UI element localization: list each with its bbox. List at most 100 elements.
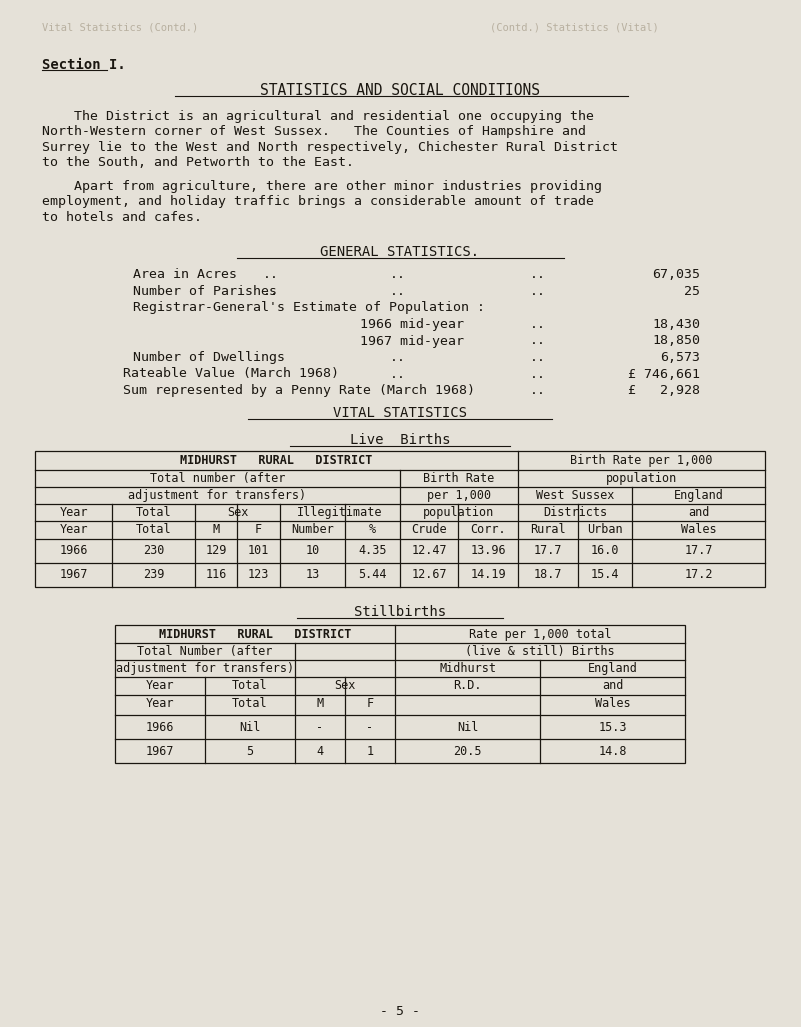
Text: employment, and holiday traffic brings a considerable amount of trade: employment, and holiday traffic brings a… (42, 195, 594, 208)
Text: 1966 mid-year: 1966 mid-year (360, 318, 464, 331)
Text: England: England (674, 489, 723, 502)
Text: 25: 25 (684, 286, 700, 298)
Text: 1967: 1967 (59, 568, 88, 581)
Text: ..: .. (530, 351, 546, 364)
Text: Stillbirths: Stillbirths (354, 605, 446, 619)
Text: Wales: Wales (681, 523, 716, 536)
Text: Number: Number (291, 523, 334, 536)
Text: VITAL STATISTICS: VITAL STATISTICS (333, 406, 467, 420)
Text: 13.96: 13.96 (470, 544, 505, 557)
Text: ..: .. (390, 368, 406, 380)
Text: - 5 -: - 5 - (380, 1005, 420, 1018)
Text: ..: .. (263, 268, 279, 281)
Text: 129: 129 (205, 544, 227, 557)
Text: 15.4: 15.4 (591, 568, 619, 581)
Text: %: % (369, 523, 376, 536)
Text: (Contd.) Statistics (Vital): (Contd.) Statistics (Vital) (490, 22, 658, 32)
Text: 116: 116 (205, 568, 227, 581)
Text: 101: 101 (248, 544, 269, 557)
Text: (live & still) Births: (live & still) Births (465, 645, 615, 658)
Text: to the South, and Petworth to the East.: to the South, and Petworth to the East. (42, 156, 354, 169)
Text: 67,035: 67,035 (652, 268, 700, 281)
Text: Surrey lie to the West and North respectively, Chichester Rural District: Surrey lie to the West and North respect… (42, 141, 618, 154)
Text: ..: .. (530, 286, 546, 298)
Text: Corr.: Corr. (470, 523, 505, 536)
Text: Year: Year (146, 697, 175, 710)
Text: England: England (588, 662, 638, 675)
Text: Sex: Sex (227, 506, 248, 519)
Text: 16.0: 16.0 (591, 544, 619, 557)
Text: 12.47: 12.47 (411, 544, 447, 557)
Text: 123: 123 (248, 568, 269, 581)
Text: MIDHURST   RURAL   DISTRICT: MIDHURST RURAL DISTRICT (159, 627, 351, 641)
Text: Year: Year (59, 523, 88, 536)
Text: 4: 4 (316, 745, 324, 758)
Text: 5: 5 (247, 745, 254, 758)
Text: ..: .. (530, 318, 546, 331)
Text: 12.67: 12.67 (411, 568, 447, 581)
Text: Total: Total (232, 679, 268, 692)
Text: Number of Parishes: Number of Parishes (133, 286, 277, 298)
Text: Year: Year (59, 506, 88, 519)
Text: Total: Total (135, 523, 171, 536)
Text: population: population (606, 472, 677, 485)
Text: 239: 239 (143, 568, 164, 581)
Text: ..: .. (530, 368, 546, 380)
Text: North-Western corner of West Sussex.   The Counties of Hampshire and: North-Western corner of West Sussex. The… (42, 125, 586, 139)
Text: to hotels and cafes.: to hotels and cafes. (42, 211, 202, 224)
Text: Nil: Nil (457, 721, 478, 734)
Text: Wales: Wales (594, 697, 630, 710)
Text: 1967: 1967 (146, 745, 175, 758)
Text: £ 746,661: £ 746,661 (628, 368, 700, 380)
Text: population: population (424, 506, 495, 519)
Text: ..: .. (530, 384, 546, 397)
Text: 1967 mid-year: 1967 mid-year (360, 335, 464, 347)
Text: £   2,928: £ 2,928 (628, 384, 700, 397)
Text: adjustment for transfers): adjustment for transfers) (116, 662, 294, 675)
Text: The District is an agricultural and residential one occupying the: The District is an agricultural and resi… (42, 110, 594, 123)
Text: Registrar-General's Estimate of Population :: Registrar-General's Estimate of Populati… (133, 302, 485, 314)
Text: Rural: Rural (530, 523, 566, 536)
Text: Area in Acres: Area in Acres (133, 268, 237, 281)
Text: F: F (255, 523, 262, 536)
Text: and: and (688, 506, 709, 519)
Text: Urban: Urban (587, 523, 623, 536)
Text: 18.7: 18.7 (533, 568, 562, 581)
Text: M: M (316, 697, 324, 710)
Text: 17.7: 17.7 (533, 544, 562, 557)
Text: and: and (602, 679, 623, 692)
Text: 6,573: 6,573 (660, 351, 700, 364)
Text: Rate per 1,000 total: Rate per 1,000 total (469, 627, 611, 641)
Text: 230: 230 (143, 544, 164, 557)
Text: 18,430: 18,430 (652, 318, 700, 331)
Text: MIDHURST   RURAL   DISTRICT: MIDHURST RURAL DISTRICT (180, 454, 372, 467)
Text: STATISTICS AND SOCIAL CONDITIONS: STATISTICS AND SOCIAL CONDITIONS (260, 83, 540, 98)
Text: Section I.: Section I. (42, 58, 126, 72)
Text: Number of Dwellings: Number of Dwellings (133, 351, 285, 364)
Text: 1966: 1966 (146, 721, 175, 734)
Text: ..: .. (263, 286, 279, 298)
Bar (35, 451, 765, 587)
Text: 1: 1 (366, 745, 373, 758)
Text: 15.3: 15.3 (598, 721, 626, 734)
Text: ..: .. (530, 335, 546, 347)
Text: Illegitimate: Illegitimate (297, 506, 383, 519)
Text: per 1,000: per 1,000 (427, 489, 491, 502)
Text: Total Number (after: Total Number (after (137, 645, 272, 658)
Text: 1966: 1966 (59, 544, 88, 557)
Text: Total: Total (135, 506, 171, 519)
Text: Vital Statistics (Contd.): Vital Statistics (Contd.) (42, 22, 199, 32)
Text: GENERAL STATISTICS.: GENERAL STATISTICS. (320, 244, 480, 259)
Text: ..: .. (390, 351, 406, 364)
Text: -: - (316, 721, 324, 734)
Text: 5.44: 5.44 (358, 568, 387, 581)
Text: Year: Year (146, 679, 175, 692)
Text: Birth Rate per 1,000: Birth Rate per 1,000 (570, 454, 713, 467)
Text: Total: Total (232, 697, 268, 710)
Text: Rateable Value (March 1968): Rateable Value (March 1968) (123, 368, 339, 380)
Text: West Sussex: West Sussex (536, 489, 614, 502)
Text: 4.35: 4.35 (358, 544, 387, 557)
Text: 18,850: 18,850 (652, 335, 700, 347)
Text: 14.19: 14.19 (470, 568, 505, 581)
Bar (115, 625, 685, 763)
